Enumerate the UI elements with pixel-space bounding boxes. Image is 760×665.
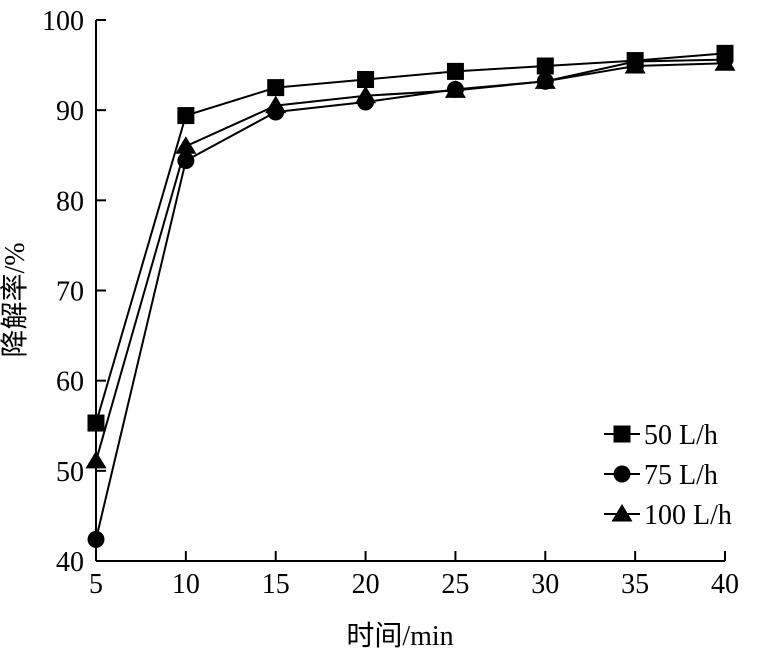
x-tick-label: 15 bbox=[262, 569, 290, 600]
data-point-triangle bbox=[714, 53, 736, 71]
series-group bbox=[85, 44, 736, 548]
x-tick-label: 30 bbox=[531, 569, 559, 600]
data-point-square bbox=[446, 62, 464, 80]
x-tick-label: 5 bbox=[89, 569, 103, 600]
x-axis-label: 时间/min bbox=[346, 620, 453, 652]
legend-label: 50 L/h bbox=[644, 420, 718, 451]
y-tick-label: 100 bbox=[42, 6, 84, 37]
y-tick-label: 60 bbox=[56, 367, 84, 398]
data-point-triangle bbox=[534, 71, 556, 89]
y-axis-label: 降解率/% bbox=[0, 242, 31, 357]
y-ticks: 40 50 60 70 80 90 100 bbox=[42, 6, 106, 578]
legend-marker-triangle bbox=[611, 504, 633, 522]
data-point-circle bbox=[87, 530, 105, 548]
y-tick-label: 40 bbox=[56, 547, 84, 578]
data-point-triangle bbox=[624, 55, 646, 74]
x-tick-label: 10 bbox=[172, 569, 200, 600]
x-tick-label: 35 bbox=[621, 569, 649, 600]
data-point-circle bbox=[177, 152, 195, 170]
data-point-triangle bbox=[85, 450, 107, 469]
data-point-square bbox=[177, 107, 195, 125]
series-line-triangle bbox=[95, 62, 726, 462]
legend-marker-circle bbox=[613, 465, 631, 483]
data-point-square bbox=[87, 414, 105, 432]
legend: 50 L/h 75 L/h 100 L/h bbox=[604, 420, 732, 531]
series-square bbox=[87, 44, 734, 432]
data-point-square bbox=[267, 79, 285, 97]
series-line-circle bbox=[95, 58, 726, 540]
data-point-triangle bbox=[355, 85, 377, 104]
data-point-triangle bbox=[444, 80, 466, 98]
y-tick-label: 80 bbox=[56, 186, 84, 217]
x-tick-label: 20 bbox=[352, 569, 380, 600]
legend-marker-square bbox=[613, 425, 631, 443]
y-tick-label: 70 bbox=[56, 277, 84, 308]
data-point-square bbox=[357, 71, 375, 89]
legend-label: 100 L/h bbox=[644, 500, 732, 531]
x-tick-label: 25 bbox=[441, 569, 469, 600]
data-point-square bbox=[536, 57, 554, 75]
axes bbox=[95, 20, 725, 562]
x-tick-label: 40 bbox=[711, 569, 739, 600]
legend-label: 75 L/h bbox=[644, 460, 718, 491]
x-ticks: 5 10 15 20 25 30 35 40 bbox=[89, 551, 739, 600]
legend-item-square: 50 L/h bbox=[604, 420, 718, 451]
legend-item-triangle: 100 L/h bbox=[604, 500, 732, 531]
y-tick-label: 50 bbox=[56, 457, 84, 488]
data-point-triangle bbox=[265, 95, 287, 114]
legend-item-circle: 75 L/h bbox=[604, 460, 718, 491]
series-triangle bbox=[85, 53, 736, 469]
data-point-triangle bbox=[175, 136, 197, 154]
series-line-square bbox=[95, 52, 726, 424]
y-tick-label: 90 bbox=[56, 96, 84, 127]
